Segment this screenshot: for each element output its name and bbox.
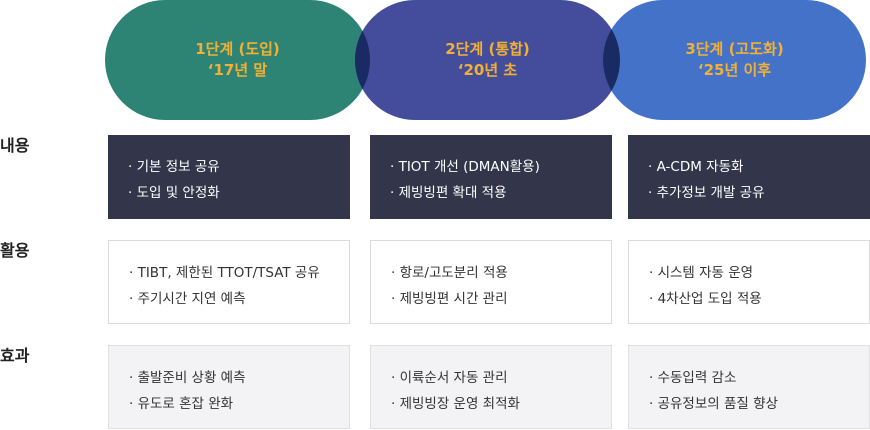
list-item: · 추가정보 개발 공유 (648, 185, 765, 201)
list-item: · 4차산업 도입 적용 (649, 291, 762, 307)
usage-stage-1: · TIBT, 제한된 TTOT/TSAT 공유 · 주기시간 지연 예측 (108, 240, 350, 324)
list-item: · TIOT 개선 (DMAN활용) (390, 159, 540, 175)
effect-stage-2: · 이륙순서 자동 관리 · 제빙빙장 운영 최적화 (370, 345, 612, 429)
stage-1-title: 1단계 (도입) (195, 40, 280, 58)
stage-1-pill (105, 0, 370, 120)
stage-2-title: 2단계 (통합) (445, 40, 530, 58)
stage-1-period: ‘17년 말 (207, 61, 268, 79)
list-item: · 시스템 자동 운영 (649, 265, 754, 281)
list-item: · 이륙순서 자동 관리 (391, 370, 508, 386)
list-item: · 공유정보의 품질 향상 (649, 396, 778, 412)
list-item: · 항로/고도분리 적용 (391, 265, 508, 281)
stage-3-pill (603, 0, 866, 120)
stage-2-period: ‘20년 초 (457, 61, 518, 79)
stage-pills (105, 0, 866, 120)
list-item: · TIBT, 제한된 TTOT/TSAT 공유 (129, 265, 320, 281)
list-item: · 기본 정보 공유 (128, 159, 220, 175)
effect-stage-1: · 출발준비 상황 예측 · 유도로 혼잡 완화 (108, 345, 350, 429)
list-item: · 수동입력 감소 (649, 370, 737, 386)
stage-3-title: 3단계 (고도화) (685, 40, 784, 58)
list-item: · 제빙빙편 확대 적용 (390, 185, 507, 201)
usage-stage-2: · 항로/고도분리 적용 · 제빙빙편 시간 관리 (370, 240, 612, 324)
list-item: · 유도로 혼잡 완화 (129, 396, 234, 412)
usage-stage-3: · 시스템 자동 운영 · 4차산업 도입 적용 (628, 240, 870, 324)
stage-3-period: ‘25년 이후 (697, 61, 772, 79)
effect-stage-3: · 수동입력 감소 · 공유정보의 품질 향상 (628, 345, 870, 429)
list-item: · 주기시간 지연 예측 (129, 291, 246, 307)
row-label-effect: 효과 (0, 346, 30, 365)
row-label-usage: 활용 (0, 241, 30, 260)
content-stage-3: · A-CDM 자동화 · 추가정보 개발 공유 (628, 135, 870, 219)
stage-1-label: 1단계 (도입) ‘17년 말 (105, 0, 370, 120)
stage-2-label: 2단계 (통합) ‘20년 초 (355, 0, 620, 120)
stage-2-pill (355, 0, 620, 120)
row-label-content: 내용 (0, 136, 30, 155)
list-item: · 도입 및 안정화 (128, 185, 220, 201)
stage-3-label: 3단계 (고도화) ‘25년 이후 (603, 0, 866, 120)
content-stage-2: · TIOT 개선 (DMAN활용) · 제빙빙편 확대 적용 (370, 135, 612, 219)
content-stage-1: · 기본 정보 공유 · 도입 및 안정화 (108, 135, 350, 219)
list-item: · 제빙빙장 운영 최적화 (391, 396, 520, 412)
list-item: · A-CDM 자동화 (648, 159, 744, 175)
list-item: · 출발준비 상황 예측 (129, 370, 246, 386)
list-item: · 제빙빙편 시간 관리 (391, 291, 508, 307)
